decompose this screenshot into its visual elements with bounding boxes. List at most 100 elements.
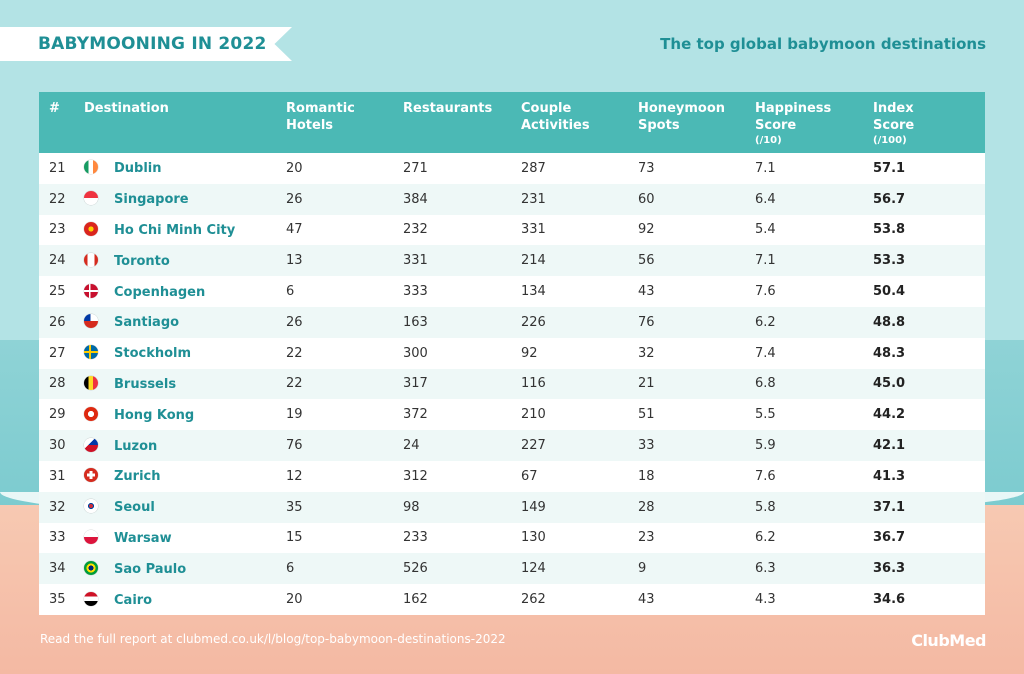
cell-rank: 24 [49,253,66,269]
cell-activities: 130 [521,530,546,546]
cell-restaurants: 24 [403,438,420,454]
column-header-destination: Destination [84,101,169,116]
table-row: 32 Seoul 35 98 149 28 5.8 37.1 [39,491,985,523]
cell-index: 53.3 [873,253,906,269]
cell-destination: Luzon [84,430,286,461]
switzerland-flag-icon [84,468,98,483]
cell-hotels: 6 [286,561,295,577]
cell-hotels: 20 [286,592,303,608]
cell-hotels: 13 [286,253,303,269]
poland-flag-icon [84,529,98,544]
cell-spots: 60 [638,191,655,207]
destination-name: Brussels [114,376,177,392]
page-subtitle: The top global babymoon destinations [660,35,986,53]
destination-name: Hong Kong [114,407,195,423]
table-row: 30 Luzon 76 24 227 33 5.9 42.1 [39,430,985,461]
cell-hotels: 12 [286,468,303,484]
table-row: 27 Stockholm 22 300 92 32 7.4 48.3 [39,338,985,369]
cell-happiness: 5.9 [755,438,776,454]
cell-happiness: 7.6 [755,284,776,300]
belgium-flag-icon [84,375,98,390]
cell-restaurants: 300 [403,345,428,361]
cell-index: 53.8 [873,222,906,238]
cell-activities: 262 [521,592,546,608]
cell-destination: Ho Chi Minh City [84,215,286,246]
destination-name: Cairo [114,592,153,608]
cell-destination: Sao Paulo [84,553,286,584]
cell-index: 36.3 [873,561,906,577]
destination-name: Copenhagen [114,284,206,300]
report-link[interactable]: Read the full report at clubmed.co.uk/l/… [40,632,506,646]
chile-flag-icon [84,314,98,329]
page-title: BABYMOONING IN 2022 [38,34,267,54]
cell-hotels: 20 [286,160,303,176]
cell-index: 42.1 [873,438,906,454]
cell-spots: 33 [638,438,655,454]
cell-activities: 210 [521,407,546,423]
cell-destination: Singapore [84,184,286,215]
cell-activities: 124 [521,561,546,577]
cell-spots: 56 [638,253,655,269]
cell-activities: 331 [521,222,546,238]
cell-happiness: 6.4 [755,191,776,207]
destination-name: Zurich [114,469,161,485]
destination-name: Warsaw [114,530,172,546]
title-ribbon [0,27,292,61]
cell-destination: Brussels [84,369,286,400]
cell-activities: 67 [521,468,538,484]
cell-index: 41.3 [873,468,906,484]
cell-index: 56.7 [873,191,906,207]
cell-destination: Seoul [84,492,286,523]
table-row: 24 Toronto 13 331 214 56 7.1 53.3 [39,245,985,277]
table-row: 23 Ho Chi Minh City 47 232 331 92 5.4 53.8 [39,215,985,246]
cell-spots: 18 [638,468,655,484]
ireland-flag-icon [84,160,98,175]
cell-restaurants: 372 [403,407,428,423]
destination-name: Ho Chi Minh City [114,222,236,238]
denmark-flag-icon [84,283,98,298]
cell-destination: Warsaw [84,523,286,554]
cell-activities: 227 [521,438,546,454]
cell-index: 36.7 [873,530,906,546]
cell-rank: 31 [49,468,66,484]
destination-name: Seoul [114,500,155,516]
cell-rank: 27 [49,345,66,361]
cell-happiness: 5.8 [755,499,776,515]
cell-happiness: 5.5 [755,407,776,423]
column-header-happiness: Happiness Score (/10) [755,101,832,146]
cell-rank: 25 [49,284,66,300]
table-row: 29 Hong Kong 19 372 210 51 5.5 44.2 [39,399,985,430]
cell-happiness: 7.4 [755,345,776,361]
destination-name: Sao Paulo [114,561,187,577]
cell-index: 48.8 [873,314,906,330]
cell-index: 45.0 [873,376,906,392]
destination-name: Stockholm [114,346,192,362]
column-header-hotels: Romantic Hotels [286,101,355,133]
table-row: 28 Brussels 22 317 116 21 6.8 45.0 [39,368,985,400]
clubmed-logo: ClubMed [911,631,986,650]
cell-activities: 149 [521,499,546,515]
cell-rank: 32 [49,499,66,515]
cell-destination: Copenhagen [84,276,286,307]
cell-hotels: 47 [286,222,303,238]
cell-happiness: 6.2 [755,530,776,546]
ranking-table: # Destination Romantic Hotels Restaurant… [39,92,985,615]
cell-happiness: 6.8 [755,376,776,392]
cell-rank: 30 [49,438,66,454]
cell-rank: 34 [49,561,66,577]
cell-restaurants: 333 [403,284,428,300]
cell-rank: 23 [49,222,66,238]
cell-destination: Santiago [84,307,286,338]
cell-index: 48.3 [873,345,906,361]
destination-name: Dublin [114,161,162,177]
singapore-flag-icon [84,191,98,206]
canada-flag-icon [84,252,98,267]
cell-spots: 23 [638,530,655,546]
cell-spots: 76 [638,314,655,330]
cell-rank: 22 [49,191,66,207]
sweden-flag-icon [84,345,98,360]
cell-happiness: 4.3 [755,592,776,608]
brazil-flag-icon [84,560,98,575]
cell-spots: 43 [638,592,655,608]
table-row: 22 Singapore 26 384 231 60 6.4 56.7 [39,183,985,215]
